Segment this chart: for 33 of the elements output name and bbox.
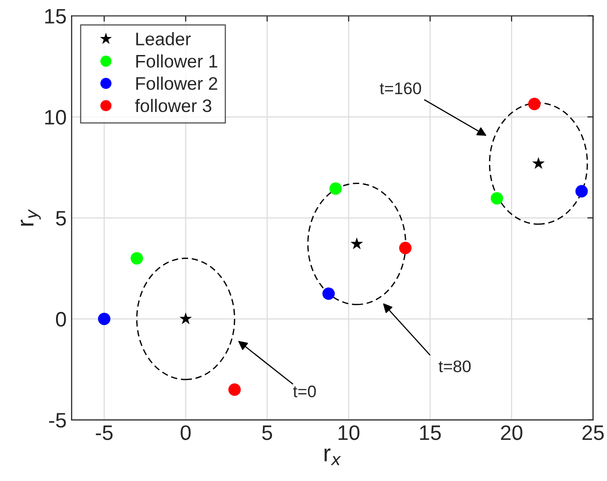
annotation: t=160	[380, 82, 422, 94]
x-tick-label: 25	[582, 425, 604, 440]
x-axis-title: r$_{x}$	[324, 448, 342, 466]
y-tick-label: 0	[56, 312, 66, 327]
point	[179, 312, 192, 324]
point	[350, 237, 364, 250]
point	[575, 185, 588, 198]
y-tick-label: -5	[49, 413, 66, 428]
point	[98, 312, 110, 326]
point	[532, 156, 545, 169]
x-tick-label: 15	[420, 426, 441, 440]
annotation: t=0	[293, 386, 316, 398]
point	[528, 98, 541, 110]
point	[228, 383, 241, 396]
point	[399, 242, 412, 254]
legend-label: Leader	[136, 32, 191, 46]
annotation: t=80	[438, 360, 471, 372]
point	[322, 287, 335, 300]
point	[130, 252, 144, 265]
legend-label: Follower 2	[136, 76, 218, 90]
point	[329, 182, 342, 195]
point	[490, 192, 504, 205]
x-tick-label: 20	[501, 425, 522, 440]
y-tick-label: 5	[56, 211, 66, 226]
y-tick-label: 15	[45, 9, 66, 24]
y-axis-title: r$_{y}$	[20, 209, 41, 226]
y-tick-label: 10	[45, 110, 66, 125]
x-tick-label: 10	[338, 425, 360, 440]
legend-label: Follower 1	[136, 54, 218, 68]
x-tick-label: 0	[180, 425, 191, 440]
x-tick-label: -5	[96, 426, 113, 440]
x-tick-label: 5	[262, 426, 272, 440]
legend-label: follower 3	[135, 98, 212, 112]
